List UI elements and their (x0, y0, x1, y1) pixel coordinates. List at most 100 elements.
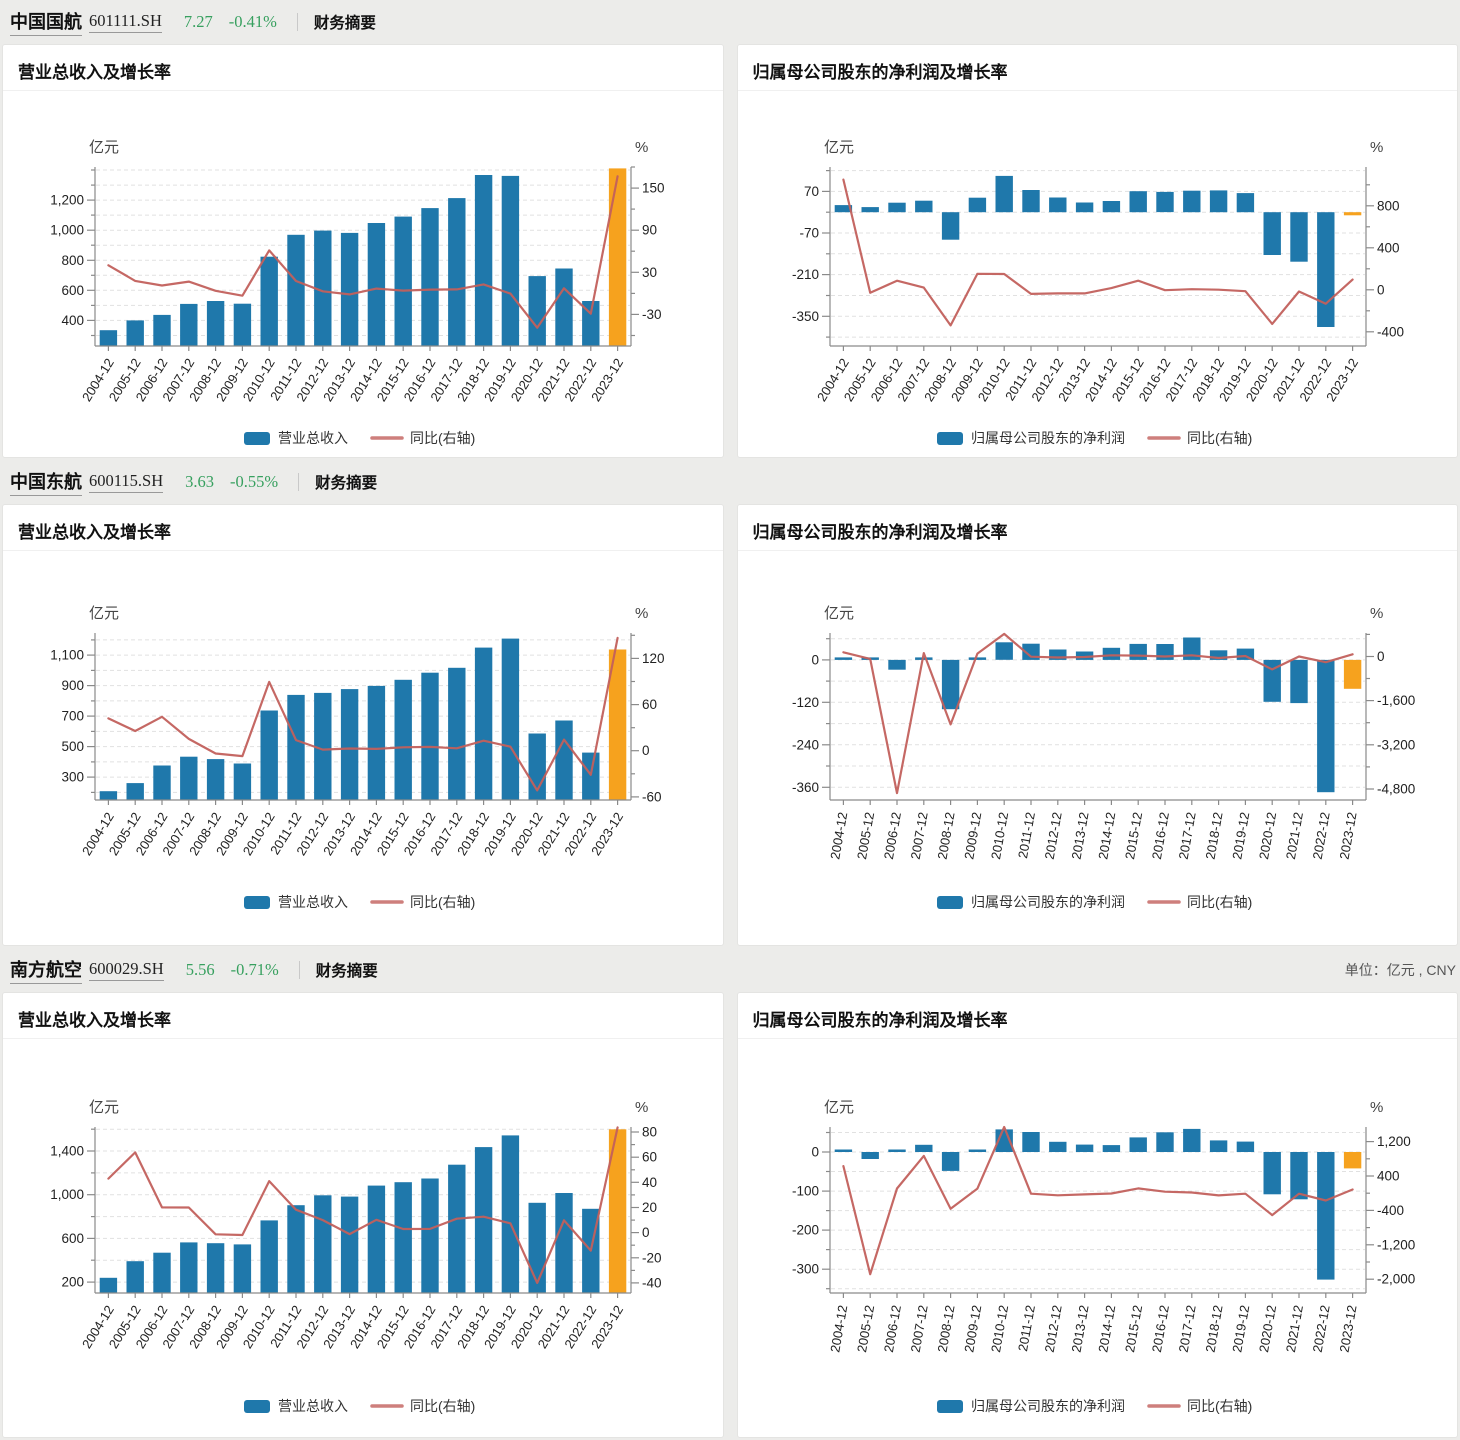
legend-line-label: 同比(右轴) (410, 430, 475, 446)
chart-title: 营业总收入及增长率 (3, 505, 723, 551)
stock-price: 5.56 (185, 960, 215, 979)
chart-title: 归属母公司股东的净利润及增长率 (737, 505, 1457, 551)
svg-text:2018-12: 2018-12 (1202, 1304, 1225, 1354)
bar (126, 320, 144, 346)
svg-text:-300: -300 (791, 1262, 818, 1277)
stock-code-link[interactable]: 600115.SH (89, 471, 164, 493)
bar (340, 232, 359, 346)
svg-text:2016-12: 2016-12 (1148, 811, 1171, 861)
bar (1021, 190, 1040, 213)
bars (834, 175, 1361, 327)
svg-text:1,400: 1,400 (50, 1144, 84, 1159)
bar (834, 1149, 852, 1152)
left-axis-labels: -300 -200 -100 0 (791, 1145, 818, 1277)
legend[interactable]: 营业总收入 同比(右轴) (244, 430, 475, 446)
financial-summary-link[interactable]: 财务摘要 (315, 475, 378, 492)
bar (887, 202, 906, 213)
svg-text:-100: -100 (791, 1184, 818, 1199)
left-axis-labels: 300 500 700 900 1,100 (50, 648, 84, 785)
legend[interactable]: 营业总收入 同比(右轴) (244, 894, 475, 910)
bar (99, 791, 118, 800)
legend[interactable]: 归属母公司股东的净利润 同比(右轴) (936, 430, 1252, 446)
stock-code-link[interactable]: 601111.SH (89, 11, 162, 33)
profit-chart-card-airchina: 归属母公司股东的净利润及增长率 -350 -210 -70 70 -400 0 400 800… (736, 44, 1458, 458)
bar (314, 230, 332, 346)
svg-text:800: 800 (1377, 198, 1400, 213)
legend-bar-label: 归属母公司股东的净利润 (971, 430, 1125, 446)
svg-text:1,000: 1,000 (50, 223, 84, 238)
revenue-chart-chinasouthern: 200 600 1,000 1,400 -40 -20 0 20 40 60 80 亿元% 2004-1… (3, 1039, 723, 1436)
bar (608, 1129, 627, 1293)
chart-svg: 300 500 700 900 1,100 -60 0 60 120 亿元 % 2004-122005… (50, 605, 665, 910)
svg-text:60: 60 (642, 1150, 657, 1165)
bar (968, 197, 986, 213)
legend[interactable]: 归属母公司股东的净利润 同比(右轴) (936, 1398, 1252, 1414)
bar (555, 268, 573, 346)
stock-code-link[interactable]: 600029.SH (89, 959, 164, 981)
profit-chart-card-chinasouthern: 归属母公司股东的净利润及增长率 -300 -200 -100 0 -2,000 -1,20… (736, 992, 1458, 1438)
stock-name-link[interactable]: 中国国航 (10, 8, 82, 36)
bar (1182, 190, 1200, 213)
bar (1343, 212, 1361, 216)
svg-text:-1,200: -1,200 (1377, 1237, 1415, 1252)
left-axis-labels: -350 -210 -70 70 (791, 184, 818, 324)
svg-text:2013-12: 2013-12 (1068, 1304, 1091, 1354)
axes (821, 1127, 1374, 1298)
bar (555, 720, 573, 800)
bars (99, 168, 627, 346)
bar (448, 198, 466, 346)
svg-text:2013-12: 2013-12 (1068, 811, 1091, 861)
bar (608, 168, 627, 346)
svg-text:2021-12: 2021-12 (1282, 1304, 1305, 1354)
svg-text:400: 400 (1377, 240, 1400, 255)
svg-text:-400: -400 (1377, 324, 1404, 339)
bar (126, 1261, 144, 1293)
bar (1021, 1132, 1040, 1152)
legend-bar-label: 归属母公司股东的净利润 (971, 894, 1125, 910)
legend[interactable]: 营业总收入 同比(右轴) (244, 1398, 475, 1414)
svg-text:120: 120 (642, 651, 665, 666)
stock-name-link[interactable]: 中国东航 (10, 468, 82, 496)
bar (180, 756, 198, 800)
svg-text:2007-12: 2007-12 (907, 811, 930, 861)
chart-title: 营业总收入及增长率 (3, 993, 723, 1039)
svg-text:60: 60 (642, 697, 657, 712)
right-axis-unit: % (635, 605, 648, 622)
svg-text:-120: -120 (791, 695, 818, 710)
chart-svg: 400 600 800 1,000 1,200 -30 30 90 150 亿元 % 2004-122… (50, 139, 665, 446)
chart-row-airchina: 营业总收入及增长率 400 600 800 1,000 1,200 -30 30 90 150 亿… (0, 44, 1460, 458)
svg-text:2016-12: 2016-12 (1148, 1304, 1171, 1354)
right-axis-unit: % (635, 139, 648, 156)
svg-text:2004-12: 2004-12 (827, 1304, 850, 1354)
bars (99, 1129, 627, 1293)
bar (941, 1152, 959, 1171)
svg-text:-240: -240 (791, 737, 818, 752)
svg-text:0: 0 (642, 1225, 650, 1240)
legend[interactable]: 归属母公司股东的净利润 同比(右轴) (936, 894, 1252, 910)
bar (474, 175, 493, 346)
financial-summary-link[interactable]: 财务摘要 (315, 963, 378, 980)
svg-text:1,200: 1,200 (50, 193, 84, 208)
bar (260, 256, 278, 346)
financial-summary-link[interactable]: 财务摘要 (313, 15, 376, 32)
growth-line (107, 175, 619, 329)
bar (1263, 212, 1281, 255)
svg-text:2022-12: 2022-12 (1309, 1304, 1332, 1354)
svg-text:150: 150 (642, 181, 665, 196)
svg-text:-1,600: -1,600 (1377, 693, 1415, 708)
bar (968, 1149, 986, 1152)
bar (914, 200, 932, 213)
stock-header-airchina: 中国国航 601111.SH 7.27 -0.41% 财务摘要 (0, 0, 1460, 44)
stock-name-link[interactable]: 南方航空 (10, 956, 82, 984)
svg-text:2010-12: 2010-12 (988, 811, 1011, 861)
svg-text:600: 600 (61, 283, 84, 298)
bar (995, 175, 1013, 213)
bar (367, 685, 386, 800)
axes (87, 166, 639, 351)
stock-change: -0.71% (230, 960, 279, 979)
left-axis-unit: 亿元 (89, 139, 119, 156)
legend-line-label: 同比(右轴) (1187, 894, 1252, 910)
right-axis-labels: -2,000 -1,200 -400 400 1,200 (1377, 1134, 1415, 1287)
svg-text:2019-12: 2019-12 (1229, 1304, 1252, 1354)
